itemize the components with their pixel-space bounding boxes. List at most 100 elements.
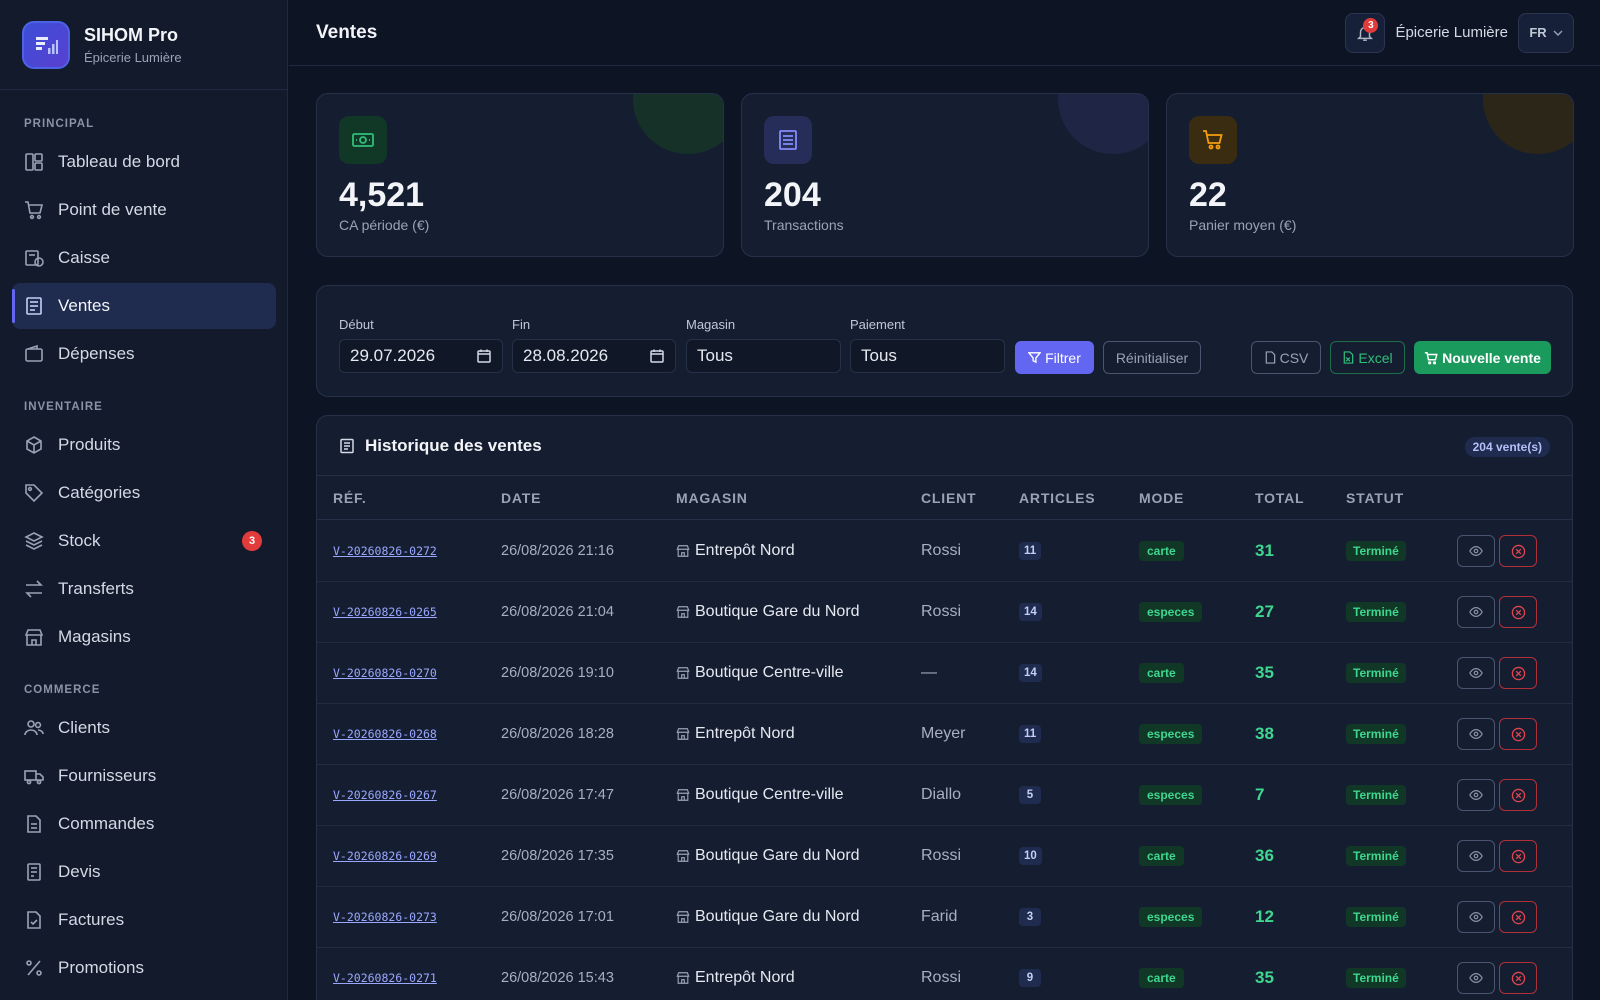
cancel-sale-button[interactable]	[1499, 840, 1537, 872]
cash-register-icon	[24, 248, 44, 268]
filter-button[interactable]: Filtrer	[1015, 341, 1094, 374]
view-sale-button[interactable]	[1457, 962, 1495, 994]
export-excel-button[interactable]: Excel	[1330, 341, 1405, 374]
calendar-icon[interactable]	[476, 348, 492, 364]
sidebar-item-fournisseurs[interactable]: Fournisseurs	[12, 753, 276, 799]
column-header-date[interactable]: DATE	[501, 490, 542, 506]
view-sale-button[interactable]	[1457, 596, 1495, 628]
view-sale-button[interactable]	[1457, 840, 1495, 872]
articles-count-badge: 10	[1019, 847, 1042, 865]
sidebar-item-ventes[interactable]: Ventes	[12, 283, 276, 329]
sale-date: 26/08/2026 17:35	[501, 848, 614, 864]
table-row[interactable]: V-20260826-0271 26/08/2026 15:43 Entrepôt …	[317, 948, 1572, 1000]
sale-store-name: Boutique Gare du Nord	[695, 847, 860, 864]
percent-icon	[24, 958, 44, 978]
calendar-icon[interactable]	[649, 348, 665, 364]
sidebar-item-transferts[interactable]: Transferts	[12, 566, 276, 612]
sale-ref-link[interactable]: V-20260826-0271	[333, 971, 437, 985]
table-row[interactable]: V-20260826-0265 26/08/2026 21:04 Boutique …	[317, 582, 1572, 643]
table-row[interactable]: V-20260826-0269 26/08/2026 17:35 Boutique …	[317, 826, 1572, 887]
sidebar-item-depenses[interactable]: Dépenses	[12, 331, 276, 377]
cancel-sale-button[interactable]	[1499, 535, 1537, 567]
payment-mode-badge: especes	[1139, 785, 1203, 805]
sidebar-item-dashboard[interactable]: Tableau de bord	[12, 139, 276, 185]
sidebar-item-pos[interactable]: Point de vente	[12, 187, 276, 233]
notifications-button[interactable]: 3	[1345, 12, 1386, 53]
receipt-icon	[764, 116, 812, 164]
sidebar-item-devis[interactable]: Devis	[12, 849, 276, 895]
sidebar-item-factures[interactable]: Factures	[12, 897, 276, 943]
top-bar: Ventes 3 Épicerie Lumière FR	[289, 0, 1600, 66]
cancel-sale-button[interactable]	[1499, 657, 1537, 689]
export-csv-button[interactable]: CSV	[1251, 341, 1321, 374]
view-sale-button[interactable]	[1457, 779, 1495, 811]
sale-store: Boutique Gare du Nord	[676, 826, 860, 886]
sidebar-item-categories[interactable]: Catégories	[12, 470, 276, 516]
new-sale-button[interactable]: Nouvelle vente	[1414, 341, 1551, 374]
view-sale-button[interactable]	[1457, 657, 1495, 689]
cancel-sale-button[interactable]	[1499, 718, 1537, 750]
page-title: Ventes	[316, 21, 378, 43]
column-header-articles[interactable]: ARTICLES	[1019, 490, 1096, 506]
sidebar-item-label: Point de vente	[58, 200, 167, 219]
sidebar-item-commandes[interactable]: Commandes	[12, 801, 276, 847]
table-row[interactable]: V-20260826-0273 26/08/2026 17:01 Boutique …	[317, 887, 1572, 948]
column-header-store[interactable]: MAGASIN	[676, 490, 748, 506]
sale-ref-link[interactable]: V-20260826-0269	[333, 849, 437, 863]
cancel-icon	[1511, 666, 1526, 681]
table-row[interactable]: V-20260826-0272 26/08/2026 21:16 Entrepôt …	[317, 521, 1572, 582]
sale-date: 26/08/2026 21:16	[501, 543, 614, 559]
store-filter-select[interactable]: Tous	[686, 339, 841, 373]
sale-client: Diallo	[921, 786, 962, 803]
column-header-ref[interactable]: RÉF.	[333, 490, 367, 506]
view-sale-button[interactable]	[1457, 535, 1495, 567]
sale-ref-link[interactable]: V-20260826-0270	[333, 666, 437, 680]
nav-section-commerce: COMMERCE	[24, 684, 101, 696]
column-header-mode[interactable]: MODE	[1139, 490, 1185, 506]
sale-store: Boutique Gare du Nord	[676, 582, 860, 642]
store-selector[interactable]: Épicerie Lumière	[1395, 24, 1508, 41]
view-sale-button[interactable]	[1457, 901, 1495, 933]
cancel-sale-button[interactable]	[1499, 779, 1537, 811]
sidebar-item-label: Promotions	[58, 958, 144, 977]
column-header-total[interactable]: TOTAL	[1255, 490, 1305, 506]
cancel-sale-button[interactable]	[1499, 962, 1537, 994]
sales-history-card: Historique des ventes 204 vente(s) RÉF. …	[316, 415, 1573, 1000]
payment-filter-select[interactable]: Tous	[850, 339, 1005, 373]
column-header-status[interactable]: STATUT	[1346, 490, 1404, 506]
cancel-sale-button[interactable]	[1499, 596, 1537, 628]
table-row[interactable]: V-20260826-0268 26/08/2026 18:28 Entrepôt …	[317, 704, 1572, 765]
sale-client: Rossi	[921, 603, 962, 620]
eye-icon	[1469, 849, 1483, 863]
view-sale-button[interactable]	[1457, 718, 1495, 750]
nav-section-principal: PRINCIPAL	[24, 118, 95, 130]
column-header-client[interactable]: CLIENT	[921, 490, 977, 506]
brand-logo[interactable]	[22, 20, 70, 69]
wallet-icon	[24, 344, 44, 364]
sidebar-item-magasins[interactable]: Magasins	[12, 614, 276, 660]
sale-total: 36	[1255, 846, 1274, 865]
sale-ref-link[interactable]: V-20260826-0265	[333, 605, 437, 619]
sale-ref-link[interactable]: V-20260826-0268	[333, 727, 437, 741]
table-row[interactable]: V-20260826-0267 26/08/2026 17:47 Boutique …	[317, 765, 1572, 826]
sidebar-item-clients[interactable]: Clients	[12, 705, 276, 751]
sale-ref-link[interactable]: V-20260826-0273	[333, 910, 437, 924]
sidebar-item-caisse[interactable]: Caisse	[12, 235, 276, 281]
brand-name: SIHOM Pro	[84, 24, 179, 45]
language-selector[interactable]: FR	[1518, 12, 1574, 53]
sale-total: 35	[1255, 663, 1274, 682]
cancel-sale-button[interactable]	[1499, 901, 1537, 933]
stock-alert-badge: 3	[242, 531, 262, 551]
reset-button[interactable]: Réinitialiser	[1103, 341, 1201, 374]
sidebar-item-promotions[interactable]: Promotions	[12, 945, 276, 991]
sale-store: Boutique Gare du Nord	[676, 887, 860, 947]
sidebar-item-stock[interactable]: Stock 3	[12, 518, 276, 564]
start-date-input[interactable]: 29.07.2026	[339, 339, 503, 373]
table-row[interactable]: V-20260826-0270 26/08/2026 19:10 Boutique …	[317, 643, 1572, 704]
sale-client: Rossi	[921, 847, 962, 864]
sale-ref-link[interactable]: V-20260826-0267	[333, 788, 437, 802]
sidebar-item-produits[interactable]: Produits	[12, 422, 276, 468]
sale-ref-link[interactable]: V-20260826-0272	[333, 544, 437, 558]
quote-icon	[24, 862, 44, 882]
end-date-input[interactable]: 28.08.2026	[512, 339, 676, 373]
